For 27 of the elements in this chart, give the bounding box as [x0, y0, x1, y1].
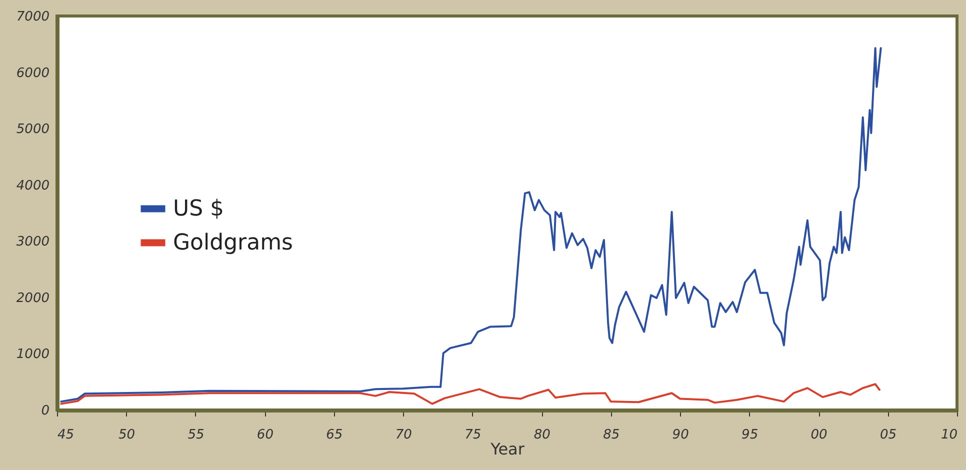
x-tick-label: 95 [742, 428, 758, 442]
x-tick-label: 45 [58, 428, 74, 442]
y-tick-label: 6000 [16, 66, 50, 81]
legend-label: Goldgrams [173, 230, 293, 256]
y-tick-label: 3000 [16, 234, 50, 250]
x-tick-label: 90 [672, 428, 689, 442]
x-tick-label: 80 [534, 428, 550, 442]
y-tick-label: 1000 [16, 347, 50, 362]
x-tick-label: 85 [603, 428, 620, 442]
x-tick-label: 60 [256, 428, 274, 442]
line-series [60, 47, 882, 403]
y-tick-label: 2000 [16, 290, 50, 306]
legend-label: US $ [173, 196, 224, 222]
x-tick-label: 65 [326, 428, 343, 442]
line-series [60, 383, 880, 405]
x-axis-title: Year [490, 440, 525, 458]
x-tick-label: 55 [188, 428, 204, 442]
y-tick-label: 7000 [16, 10, 50, 24]
y-tick-label: 0 [41, 404, 50, 418]
x-tick-label: 75 [464, 428, 482, 442]
y-tick-label: 4000 [16, 178, 50, 194]
x-tick-label: 05 [880, 428, 897, 442]
y-tick-label: 5000 [16, 122, 50, 138]
x-tick-label: 00 [810, 428, 828, 442]
x-tick-label: 70 [395, 428, 412, 442]
x-tick-label: 10 [940, 428, 958, 442]
x-tick-label: 50 [118, 428, 136, 442]
